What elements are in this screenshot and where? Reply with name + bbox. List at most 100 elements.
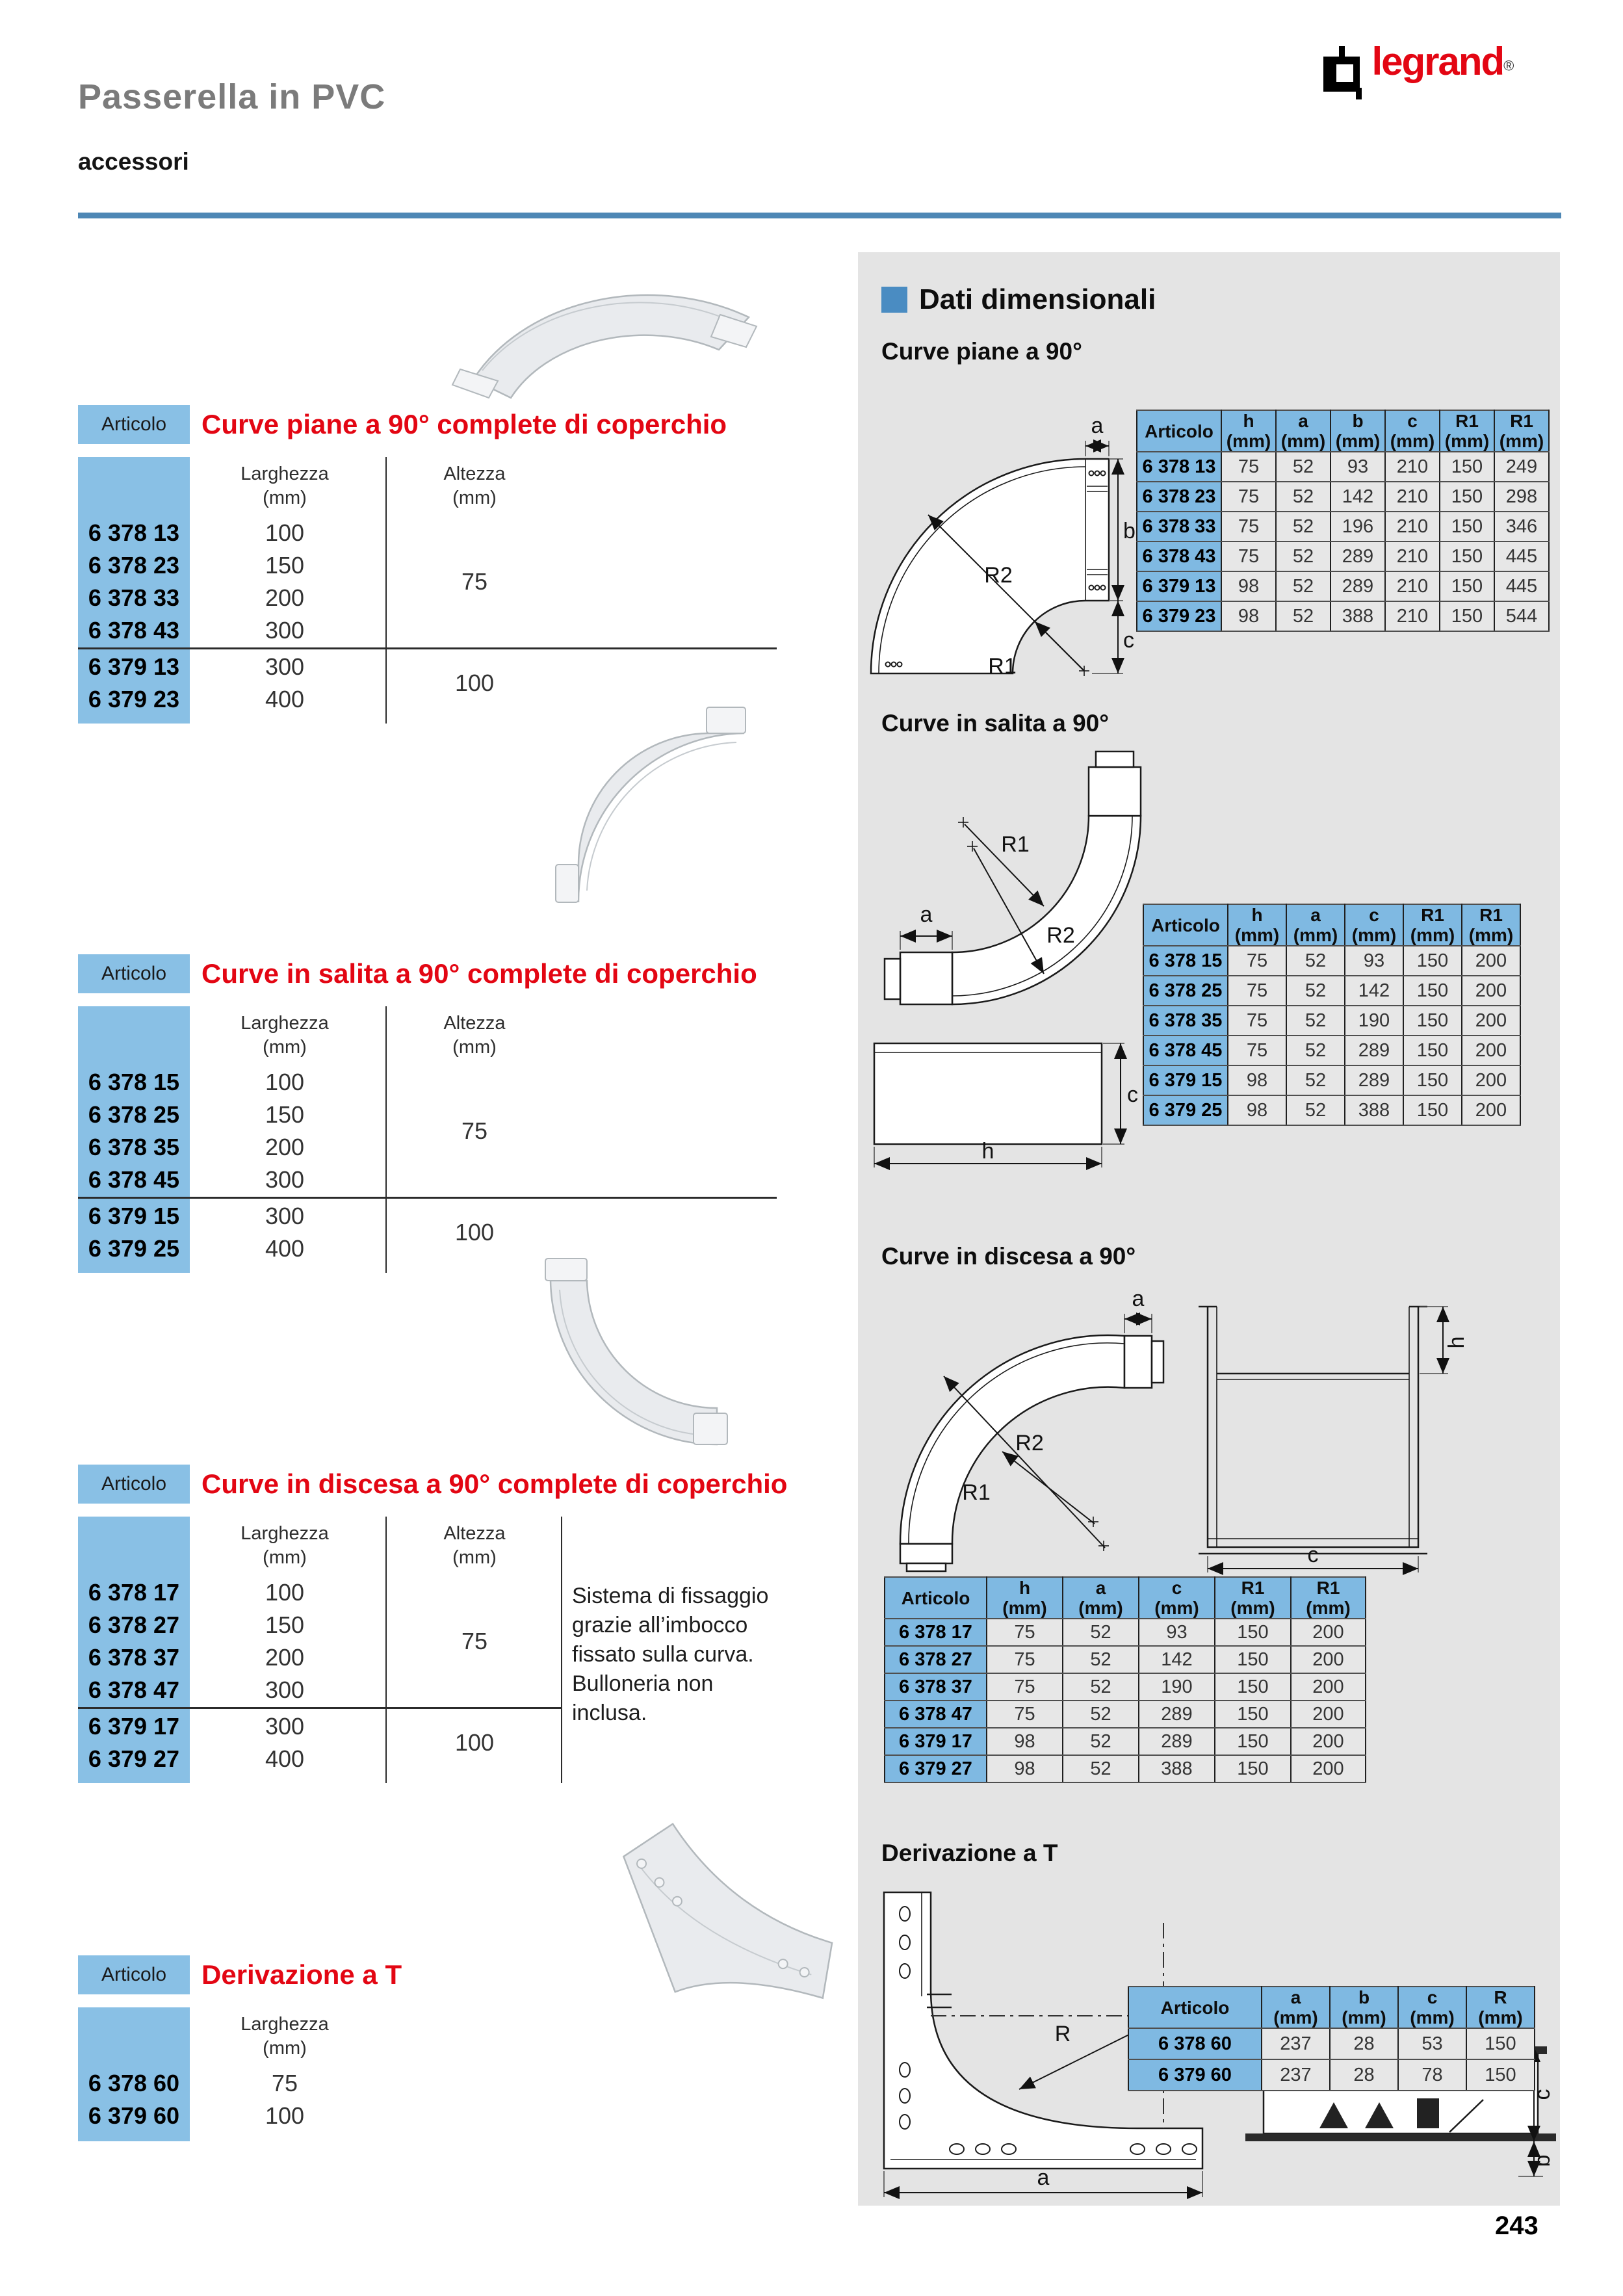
dim-value-cell: 298	[1494, 481, 1550, 512]
page-title: Passerella in PVC	[78, 77, 386, 116]
dim-value-cell: 75	[1227, 1005, 1287, 1036]
dim-section-title: Curve piane a 90°	[881, 338, 1082, 365]
article-number: 6 378 60	[88, 2070, 180, 2096]
dim-value-cell: 93	[1330, 451, 1386, 482]
dim-article-cell: 6 378 60	[1128, 2028, 1262, 2060]
dim-value-cell: 388	[1344, 1095, 1404, 1126]
dim-label-h: h	[1444, 1337, 1469, 1349]
article-number: 6 379 17	[88, 1713, 180, 1740]
dim-value-cell: 150	[1214, 1673, 1292, 1701]
dim-value-cell: 150	[1466, 2028, 1535, 2060]
dim-value-cell: 52	[1286, 1065, 1345, 1096]
dim-value-cell: 190	[1344, 1005, 1404, 1036]
dim-table-header-cell: a (mm)	[1286, 904, 1345, 946]
photo-curva-salita	[555, 707, 746, 903]
dim-table-row: 6 379 13 98 52 289 210 150 445	[1136, 571, 1550, 602]
dim-value-cell: 237	[1261, 2028, 1331, 2060]
larghezza-value: 200	[265, 584, 305, 611]
table-divider	[385, 1006, 387, 1273]
dim-value-cell: 210	[1384, 541, 1440, 572]
dim-table-row: 6 378 25 75 52 142 150 200	[1143, 975, 1521, 1006]
larghezza-value: 150	[265, 552, 305, 579]
dim-table-header-cell: b (mm)	[1330, 410, 1386, 452]
dim-value-cell: 75	[986, 1700, 1063, 1729]
section-title: Curve piane a 90° complete di coperchio	[201, 409, 727, 439]
dim-value-cell: 52	[1275, 511, 1331, 542]
table-divider-2	[561, 1517, 562, 1783]
dim-article-cell: 6 379 23	[1136, 601, 1222, 632]
article-number: 6 378 33	[88, 584, 180, 611]
dim-label-c: c	[1123, 628, 1134, 653]
dim-table-row: 6 378 15 75 52 93 150 200	[1143, 945, 1521, 976]
article-number: 6 378 17	[88, 1579, 180, 1606]
dim-value-cell: 210	[1384, 601, 1440, 632]
dim-value-cell: 190	[1138, 1673, 1215, 1701]
article-number: 6 378 25	[88, 1101, 180, 1128]
dim-value-cell: 388	[1330, 601, 1386, 632]
dim-table-row: 6 378 60 237 28 53 150	[1128, 2028, 1535, 2060]
dim-value-cell: 200	[1290, 1645, 1366, 1674]
larghezza-value: 400	[265, 1745, 305, 1772]
dim-table-row: 6 378 13 75 52 93 210 150 249	[1136, 451, 1550, 482]
dim-value-cell: 289	[1330, 541, 1386, 572]
dim-value-cell: 142	[1330, 481, 1386, 512]
larghezza-value: 300	[265, 617, 305, 644]
dim-value-cell: 150	[1214, 1700, 1292, 1729]
dim-value-cell: 196	[1330, 511, 1386, 542]
diagram-curva-salita: a R1 R2 c h	[873, 750, 1142, 1170]
dim-value-cell: 52	[1275, 481, 1331, 512]
page-subtitle: accessori	[78, 148, 189, 175]
diagram-curva-discesa: a R1 R2 h c	[899, 1290, 1469, 1575]
dim-table-row: 6 379 17 98 52 289 150 200	[884, 1727, 1366, 1756]
dim-value-cell: 52	[1062, 1645, 1139, 1674]
dim-label-r1: R1	[1001, 832, 1029, 857]
table-divider	[385, 1517, 387, 1783]
dim-value-cell: 98	[1227, 1065, 1287, 1096]
page-number: 243	[1495, 2211, 1539, 2240]
larghezza-value: 400	[265, 1235, 305, 1262]
dim-table-row: 6 378 33 75 52 196 210 150 346	[1136, 511, 1550, 542]
article-number: 6 378 23	[88, 552, 180, 579]
larghezza-value: 100	[265, 1579, 305, 1606]
dim-value-cell: 150	[1214, 1755, 1292, 1783]
photo-curva-discesa	[545, 1258, 728, 1446]
dim-value-cell: 289	[1138, 1727, 1215, 1756]
dim-table-header-cell: R (mm)	[1466, 1986, 1535, 2029]
dim-value-cell: 28	[1329, 2028, 1399, 2060]
dim-article-cell: 6 378 13	[1136, 451, 1222, 482]
articolo-box: Articolo	[78, 405, 190, 444]
dim-table-header-cell: a (mm)	[1062, 1576, 1139, 1619]
dim-value-cell: 52	[1062, 1673, 1139, 1701]
dim-value-cell: 200	[1290, 1618, 1366, 1647]
dim-article-cell: 6 378 37	[884, 1673, 987, 1701]
dim-label-r2: R2	[1046, 923, 1074, 948]
article-column	[78, 2007, 190, 2141]
photo-derivazione-t	[622, 1822, 833, 2000]
note-text: Sistema di fissaggio grazie all’imbocco …	[572, 1584, 769, 1725]
larghezza-value: 300	[265, 1676, 305, 1703]
dim-value-cell: 150	[1439, 601, 1495, 632]
dim-table-row: 6 379 25 98 52 388 150 200	[1143, 1095, 1521, 1126]
dim-value-cell: 388	[1138, 1755, 1215, 1783]
dim-value-cell: 75	[986, 1645, 1063, 1674]
articolo-box: Articolo	[78, 1465, 190, 1504]
dim-value-cell: 52	[1286, 1095, 1345, 1126]
larghezza-value: 100	[265, 2102, 305, 2129]
dim-table: Articolo a (mm) b (mm) c (mm) R (mm) 6 378 60 237 2…	[1128, 1986, 1535, 2091]
dim-value-cell: 150	[1214, 1618, 1292, 1647]
dim-label-h: h	[982, 1139, 994, 1164]
dim-value-cell: 445	[1494, 571, 1550, 602]
dim-value-cell: 150	[1439, 541, 1495, 572]
larghezza-value: 300	[265, 1713, 305, 1740]
dim-value-cell: 52	[1286, 945, 1345, 976]
dim-value-cell: 75	[1221, 481, 1277, 512]
dim-value-cell: 75	[986, 1673, 1063, 1701]
dim-label-b: b	[1123, 519, 1136, 543]
dim-value-cell: 150	[1403, 1005, 1462, 1036]
dim-value-cell: 544	[1494, 601, 1550, 632]
brand-logo: legrand®	[1318, 38, 1565, 99]
dim-value-cell: 75	[1227, 975, 1287, 1006]
dim-table-header-cell: h (mm)	[1227, 904, 1287, 946]
dim-table-header-cell: Articolo	[1128, 1986, 1262, 2029]
dim-table-header-cell: c (mm)	[1384, 410, 1440, 452]
